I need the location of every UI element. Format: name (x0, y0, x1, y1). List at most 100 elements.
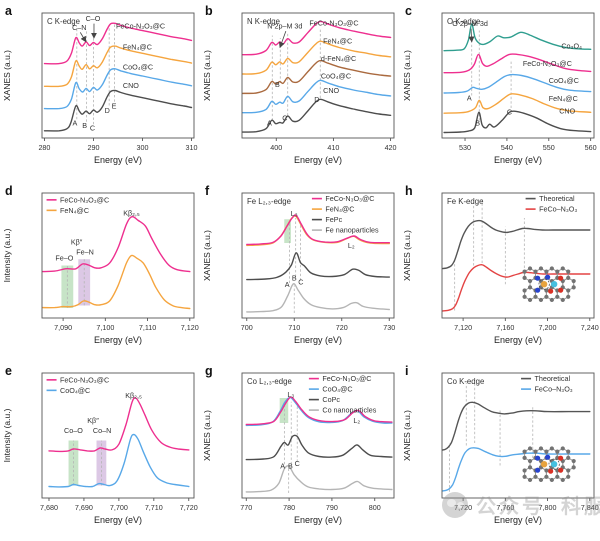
carbon-atom (560, 446, 565, 451)
carbon-atom (560, 266, 565, 271)
y-axis-label: XANES (a.u.) (2, 50, 12, 101)
carbon-atom (527, 285, 533, 290)
legend-label-feco-n-o-c: FeCo-N₃O₃@C (322, 374, 371, 383)
panel-i-plot: i 7,720 7,760 7,800 7,840 Energy (eV) XANES (a… (402, 364, 599, 525)
oxygen-atom (558, 287, 564, 293)
annotation-d-fen-c: d-FeN₄@C (321, 54, 356, 63)
legend-label-fepc: FePc (325, 215, 342, 224)
x-tick-label: 7,800 (539, 503, 557, 512)
series-theoretical (442, 219, 591, 270)
series-group (43, 22, 193, 132)
carbon-atom (527, 465, 533, 470)
y-axis-label: XANES (a.u.) (202, 230, 212, 281)
annotation-fe-n: Fe–N (76, 247, 94, 256)
carbon-atom (555, 294, 560, 299)
y-axis-label: XANES (a.u.) (402, 230, 412, 281)
y-axis-label: Intensity (a.u.) (2, 408, 12, 462)
carbon-atom (571, 285, 576, 290)
annotation-co-o: Co–O (64, 426, 83, 435)
series-fen-c (42, 254, 191, 310)
nitrogen-atom (535, 287, 541, 293)
panel-d-plot: d 7,090 7,100 7,110 7,120 Energy (eV) Intensit… (2, 184, 199, 345)
series-coo-c (43, 68, 193, 110)
carbon-atom (566, 294, 571, 299)
x-tick-label: 410 (327, 143, 339, 152)
carbon-atom (555, 269, 560, 274)
annotation-arrow (468, 28, 475, 43)
x-tick-label: 770 (240, 503, 252, 512)
panel-c: c 530 540 550 560 Energy (eV) XANES (a.u.) O K-… (400, 0, 600, 180)
x-tick-label: 7,160 (496, 323, 514, 332)
carbon-atom (560, 297, 565, 303)
carbon-atom (522, 275, 527, 280)
shaded-region (279, 398, 289, 423)
series-coo-c (245, 396, 393, 427)
carbon-atom (571, 465, 576, 470)
annotation-a: A (72, 119, 77, 128)
carbon-atom (571, 458, 576, 464)
oxygen-atom (558, 275, 564, 281)
annotation-c: C (90, 124, 95, 133)
panel-title: C K-edge (47, 17, 80, 26)
panel-title: Fe L₂,₃-edge (247, 197, 291, 206)
series-theoretical (442, 401, 591, 451)
carbon-atom (538, 477, 544, 483)
x-tick-label: 280 (38, 143, 50, 152)
x-axis-label: Energy (eV) (494, 155, 542, 165)
panel-title: N K-edge (247, 17, 280, 26)
nitrogen-atom (535, 275, 541, 281)
carbon-atom (571, 278, 576, 284)
plot-frame (441, 372, 595, 499)
carbon-atom (544, 468, 549, 473)
annotation-l: L₂ (348, 241, 355, 250)
x-axis-label: Energy (eV) (294, 155, 342, 165)
legend-label-feco-n-o: FeCo–N₃O₃ (539, 205, 577, 214)
panel-h-plot: h 7,120 7,160 7,200 7,240 Energy (eV) XANES (a… (402, 184, 599, 345)
legend-label-fe-nanoparticles: Fe nanoparticles (325, 226, 379, 235)
x-tick-label: 560 (585, 143, 597, 152)
panel-e-plot: e 7,680 7,690 7,700 7,710 7,720 Energy (eV) Int… (2, 364, 198, 525)
annotation-c-o: C–O (86, 14, 101, 23)
x-axis-label: Energy (eV) (94, 515, 142, 525)
annotation-c-n: C–N (72, 23, 86, 32)
annotation-coo-c: CoO₄@C (549, 76, 579, 85)
panel-letter-i: i (405, 364, 408, 378)
y-axis-label: XANES (a.u.) (402, 410, 412, 461)
x-tick-label: 540 (501, 143, 513, 152)
series-coo-c (48, 433, 190, 488)
nitrogen-atom (535, 467, 541, 473)
series-fe-nanoparticles (246, 283, 390, 313)
carbon-atom (533, 294, 538, 299)
panel-letter-b: b (205, 4, 213, 18)
highlight-ring (538, 278, 550, 290)
annotation-k: Kβ″ (87, 416, 99, 425)
x-tick-label: 730 (383, 323, 395, 332)
panel-letter-c: c (405, 4, 412, 18)
annotation-k: Kβ″ (71, 237, 83, 246)
plot-frame (241, 12, 395, 139)
carbon-atom (566, 474, 571, 479)
annotation-feco-n-o-c: FeCo-N₃O₃@C (309, 19, 358, 28)
series-fepc (246, 252, 390, 281)
iron-atom (540, 281, 548, 288)
annotation-e: E (112, 102, 117, 111)
annotation-l: L₃ (287, 390, 294, 399)
legend-label-copc: CoPc (322, 395, 340, 404)
series-cno (43, 89, 193, 132)
carbon-atom (527, 266, 533, 271)
carbon-atom (566, 288, 571, 293)
x-tick-label: 310 (186, 143, 198, 152)
x-tick-label: 7,100 (96, 323, 114, 332)
carbon-atom (566, 275, 571, 280)
legend-label-fen-c: FeN₄@C (60, 206, 89, 215)
series-group (245, 396, 393, 493)
series-feco-n-o-c (245, 396, 393, 426)
annotation-k: Kβ₂,₅ (125, 391, 142, 400)
legend-label-feco-n-o-c: FeCo-N₃O₃@C (325, 194, 374, 203)
oxygen-atom (558, 455, 564, 461)
nitrogen-atom (545, 274, 551, 280)
series-feco-n-o-c (443, 53, 592, 74)
x-tick-label: 7,720 (180, 503, 198, 512)
carbon-atom (544, 294, 549, 299)
carbon-atom (522, 474, 527, 479)
